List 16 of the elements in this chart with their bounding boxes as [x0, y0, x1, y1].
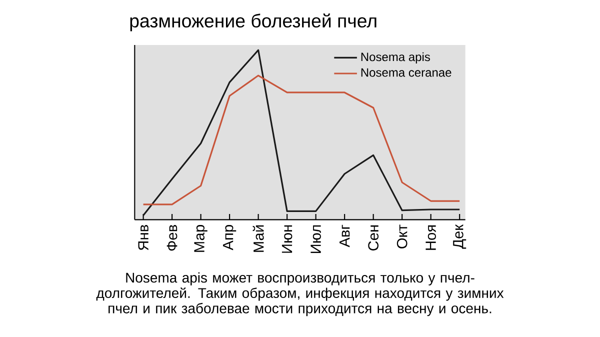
x-tick-label: Дек — [453, 224, 466, 249]
x-tick-label: Окт — [396, 224, 408, 248]
x-tick-label: Апр — [223, 225, 236, 250]
chart-title: размножение болезней пчел — [130, 13, 376, 32]
x-tick-label: Июл — [310, 225, 321, 253]
x-tick-label: Фев — [166, 225, 178, 251]
text: Nosema apis может воспроизводиться только у пчел-долгожителей. Таким образом, инфекция находится у зимних пчел и пик заболевае мости приходится на весну и осень. — [96, 272, 504, 316]
legend-label: Nosema ceranae — [361, 68, 452, 77]
x-tick-label: Мар — [194, 225, 208, 252]
x-tick-label: Ноя — [426, 225, 436, 250]
x-tick-label: Янв — [138, 225, 148, 250]
x-tick-label: Авг — [340, 224, 350, 248]
x-tick-label: Июн — [282, 225, 292, 253]
x-tick-label: Май — [252, 225, 264, 252]
legend-label: Nosema apis — [361, 52, 430, 64]
x-tick-label: Сен — [368, 225, 379, 250]
